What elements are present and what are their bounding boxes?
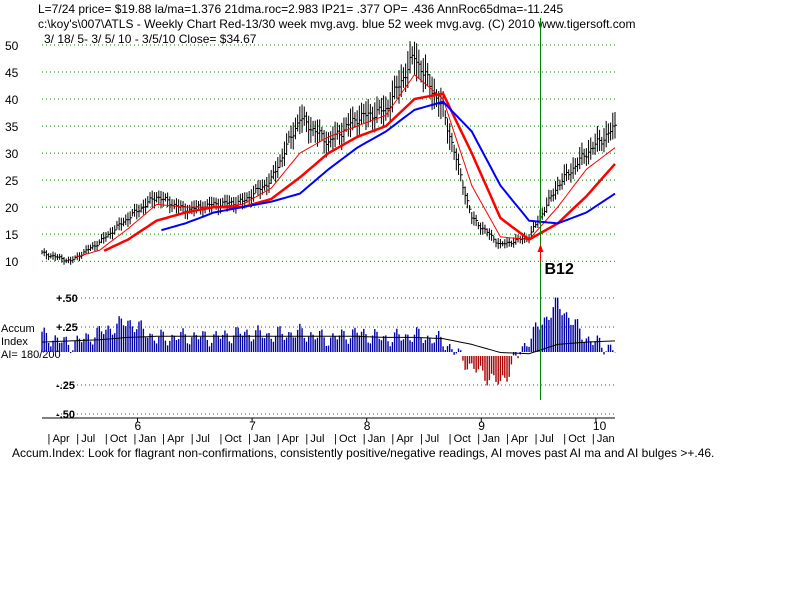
x-month-separator: | <box>219 433 222 445</box>
weekly-chart: 10 15 20 25 30 35 40 45 50 +.50 +.25 -.25 -.50 AccumI… <box>1 18 617 445</box>
x-month-label: Apr <box>53 433 70 445</box>
price-tick-label: 50 <box>5 39 19 53</box>
header-date-range: 3/ 18/ 5- 3/ 5/ 10 - 3/5/10 Close= $34.6… <box>44 32 257 46</box>
x-month-label: Apr <box>511 433 528 445</box>
x-month-label: Oct <box>224 433 241 445</box>
x-month-label: Jul <box>425 433 439 445</box>
x-month-label: Jul <box>81 433 95 445</box>
x-month-label: Oct <box>454 433 471 445</box>
x-month-label: Jul <box>310 433 324 445</box>
accum-index-footnote: Accum.Index: Look for flagrant non-confi… <box>12 446 715 460</box>
x-month-label: Jan <box>253 433 271 445</box>
x-month-separator: | <box>535 433 538 445</box>
ma30-line <box>103 92 616 252</box>
x-month-label: Jan <box>368 433 386 445</box>
price-tick-label: 20 <box>5 201 19 215</box>
x-month-label: Oct <box>339 433 356 445</box>
accum-ma-line <box>41 335 616 355</box>
x-month-separator: | <box>449 433 452 445</box>
price-tick-label: 15 <box>5 228 19 242</box>
x-month-separator: | <box>506 433 509 445</box>
x-month-label: Apr <box>282 433 299 445</box>
x-month-separator: | <box>305 433 308 445</box>
accum-title-line: Accum <box>1 323 35 335</box>
x-year-label: 10 <box>593 419 607 433</box>
x-month-label: Jan <box>597 433 615 445</box>
x-year-label: 9 <box>478 419 485 433</box>
header-stats-line: L=7/24 price= $19.88 la/ma=1.376 21dma.r… <box>38 2 564 16</box>
x-month-separator: | <box>277 433 280 445</box>
x-month-label: Oct <box>110 433 127 445</box>
x-month-separator: | <box>105 433 108 445</box>
x-month-separator: | <box>134 433 137 445</box>
x-month-separator: | <box>477 433 480 445</box>
price-tick-label: 25 <box>5 174 19 188</box>
price-tick-label: 30 <box>5 147 19 161</box>
x-month-separator: | <box>334 433 337 445</box>
x-month-label: Apr <box>167 433 184 445</box>
x-month-label: Jul <box>196 433 210 445</box>
x-month-separator: | <box>48 433 51 445</box>
ma13-line <box>75 73 616 258</box>
header-chart-description: c:\koy's\007\ATLS - Weekly Chart Red-13/… <box>38 17 636 31</box>
x-month-label: Apr <box>396 433 413 445</box>
signal-label: B12 <box>545 261 574 278</box>
x-month-label: Jan <box>482 433 500 445</box>
x-month-label: Oct <box>568 433 585 445</box>
accum-tick-label: +.50 <box>56 293 78 305</box>
x-month-separator: | <box>563 433 566 445</box>
signal-arrowhead <box>537 244 544 252</box>
ma52-line <box>161 100 616 232</box>
x-month-separator: | <box>248 433 251 445</box>
x-year-label: 6 <box>135 419 142 433</box>
accum-title-line: Index <box>1 336 28 348</box>
x-month-separator: | <box>162 433 165 445</box>
x-month-separator: | <box>391 433 394 445</box>
x-month-separator: | <box>420 433 423 445</box>
accum-tick-label: -.50 <box>56 409 75 421</box>
x-month-separator: | <box>191 433 194 445</box>
x-month-label: Jul <box>540 433 554 445</box>
price-tick-label: 45 <box>5 66 19 80</box>
accum-tick-label: +.25 <box>56 322 78 334</box>
x-month-separator: | <box>76 433 79 445</box>
accum-tick-label: -.25 <box>56 380 75 392</box>
price-tick-label: 35 <box>5 120 19 134</box>
x-month-separator: | <box>592 433 595 445</box>
accum-value-label: AI= 180/200 <box>1 349 61 361</box>
x-month-label: Jan <box>139 433 157 445</box>
x-year-label: 8 <box>364 419 371 433</box>
price-tick-label: 40 <box>5 93 19 107</box>
price-tick-label: 10 <box>5 255 19 269</box>
x-month-separator: | <box>363 433 366 445</box>
x-year-label: 7 <box>249 419 256 433</box>
